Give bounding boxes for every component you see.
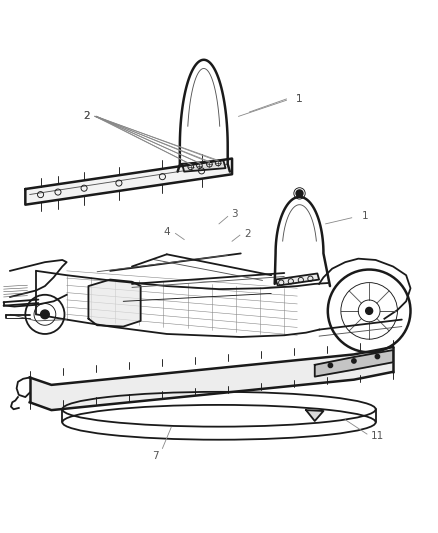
Polygon shape [88,279,141,327]
Circle shape [375,354,380,359]
Text: 2: 2 [83,111,89,122]
Polygon shape [276,273,319,286]
Text: 3: 3 [231,209,237,219]
Text: 2: 2 [83,111,89,122]
Polygon shape [315,350,393,377]
Text: 2: 2 [244,229,251,239]
Polygon shape [306,410,323,421]
Text: 7: 7 [152,451,159,461]
Text: 4: 4 [163,227,170,237]
Circle shape [366,308,373,314]
Circle shape [41,310,49,319]
Text: 11: 11 [371,431,385,441]
Circle shape [296,190,303,197]
Text: 1: 1 [296,94,303,104]
Polygon shape [25,158,232,205]
Text: 1: 1 [361,212,368,221]
Text: 1: 1 [296,94,303,104]
Polygon shape [182,160,226,172]
Circle shape [328,363,332,368]
Polygon shape [30,347,393,410]
Circle shape [352,359,356,363]
